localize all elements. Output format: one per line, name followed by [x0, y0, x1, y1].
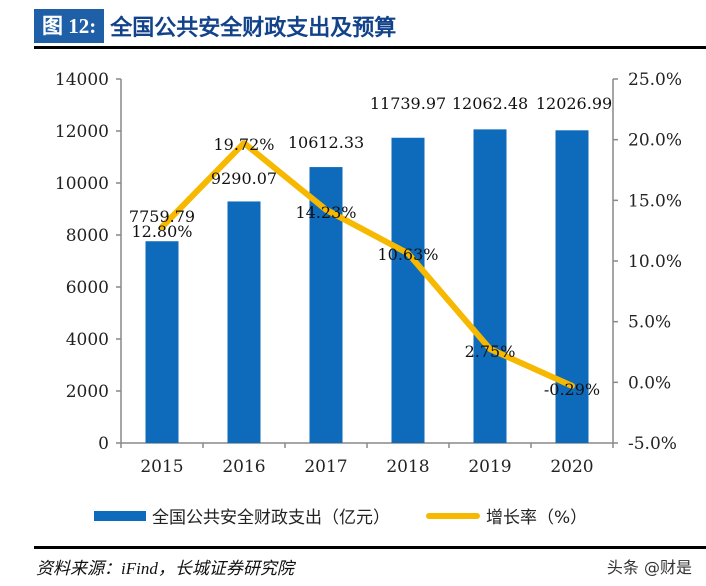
right-tick-label: 5.0%: [628, 313, 671, 333]
footer-rule: [34, 546, 706, 549]
left-tick-label: 10000: [55, 174, 109, 194]
left-tick-label: 14000: [55, 70, 109, 90]
figure-header: 图 12: 全国公共安全财政支出及预算: [34, 9, 397, 43]
bar-data-label: 9290.07: [211, 169, 277, 188]
bar-2019: [473, 129, 507, 443]
left-tick-label: 8000: [66, 226, 109, 246]
watermark: 头条 @财是: [606, 558, 692, 577]
right-tick-label: 15.0%: [628, 191, 682, 211]
left-tick-label: 12000: [55, 122, 109, 142]
bar-2020: [555, 130, 589, 443]
bar-data-label: 11739.97: [370, 94, 446, 113]
x-tick-label: 2020: [550, 457, 593, 477]
legend-swatch-bar: [94, 510, 146, 521]
growth-rate-line: [159, 140, 575, 389]
left-tick-label: 6000: [66, 278, 109, 298]
x-tick-label: 2017: [304, 457, 347, 477]
bar-data-label: 12026.99: [536, 94, 612, 113]
bar-2018: [391, 137, 425, 443]
growth-data-label: 10.63%: [377, 245, 438, 264]
left-tick-label: 4000: [66, 330, 109, 350]
x-tick-label: 2015: [140, 457, 183, 477]
growth-data-label: 14.23%: [295, 203, 356, 222]
bar-data-label: 12062.48: [452, 94, 528, 113]
growth-data-label: -0.29%: [544, 380, 600, 399]
growth-data-label: 2.75%: [465, 342, 516, 361]
bar-data-label: 7759.79: [129, 207, 195, 226]
right-tick-label: -5.0%: [628, 434, 677, 454]
x-tick-label: 2019: [468, 457, 511, 477]
bar-data-label: 10612.33: [288, 133, 364, 152]
left-tick-label: 0: [98, 434, 109, 454]
legend-label-line: 增长率（%）: [486, 508, 588, 528]
x-tick-label: 2018: [386, 457, 429, 477]
header-rule: [34, 46, 706, 49]
left-tick-label: 2000: [66, 382, 109, 402]
source-note: 资料来源：iFind，长城证券研究院: [36, 559, 294, 578]
bar-2015: [145, 241, 179, 443]
legend-label-bar: 全国公共安全财政支出（亿元）: [152, 508, 390, 528]
right-tick-label: 20.0%: [628, 131, 682, 151]
x-tick-label: 2016: [222, 457, 265, 477]
right-tick-label: 25.0%: [628, 70, 682, 90]
legend: 全国公共安全财政支出（亿元） 增长率（%）: [94, 503, 587, 528]
figure-number: 图 12:: [34, 9, 105, 43]
growth-data-label: 19.72%: [213, 135, 274, 154]
chart-title: 全国公共安全财政支出及预算: [110, 16, 397, 41]
legend-swatch-line: [426, 512, 480, 519]
bar-2016: [227, 201, 261, 443]
right-tick-label: 0.0%: [628, 373, 671, 393]
growth-data-label: 12.80%: [131, 222, 192, 241]
right-tick-label: 10.0%: [628, 252, 682, 272]
